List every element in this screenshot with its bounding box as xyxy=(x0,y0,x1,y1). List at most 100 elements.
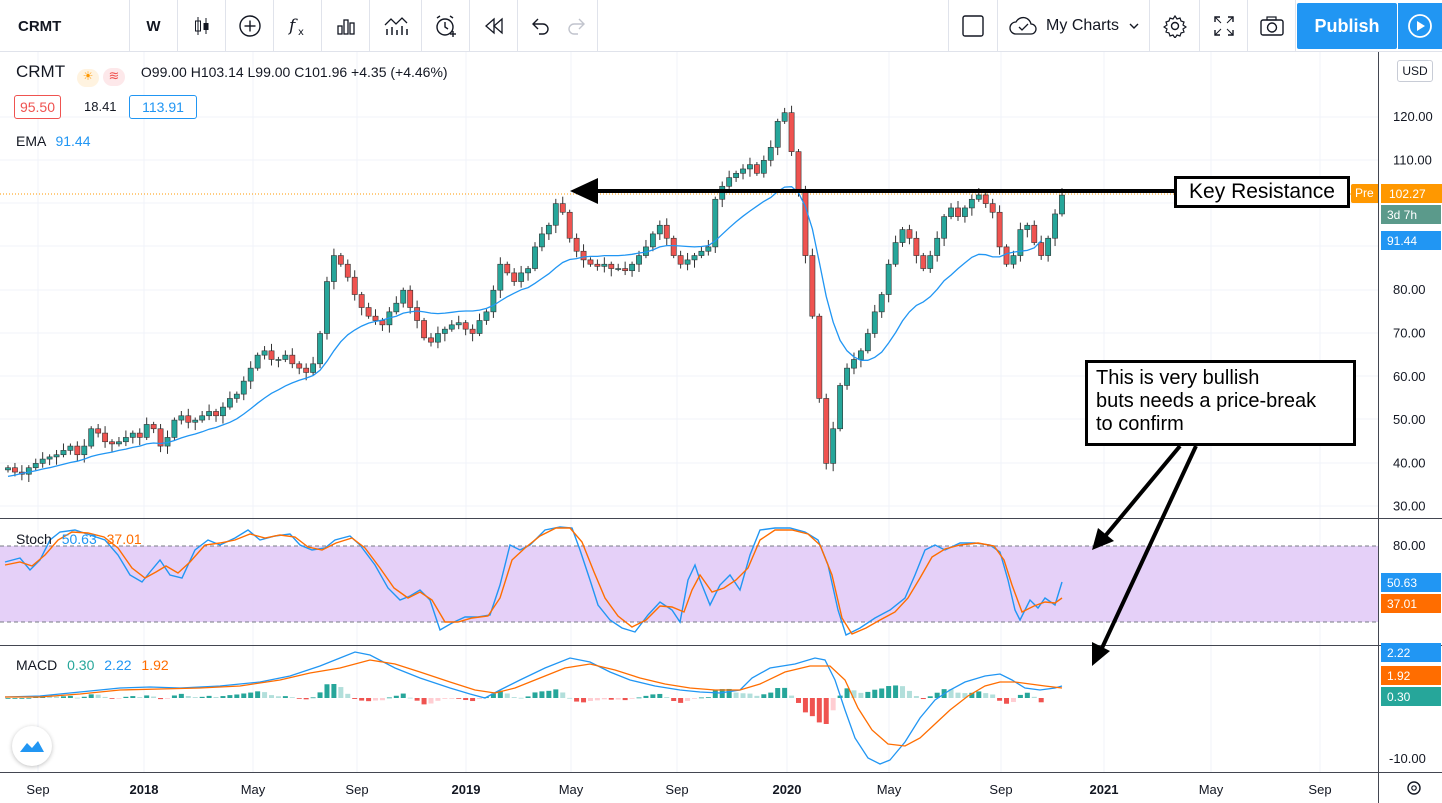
stoch-layer xyxy=(4,526,1063,636)
layout-button[interactable] xyxy=(948,0,998,52)
play-button[interactable] xyxy=(1398,3,1442,49)
financials-button[interactable] xyxy=(322,0,370,52)
candle xyxy=(178,411,185,425)
fullscreen-button[interactable] xyxy=(1200,0,1248,52)
candle xyxy=(899,226,906,247)
compare-add-button[interactable] xyxy=(226,0,274,52)
symbol-search-button[interactable]: CRMT xyxy=(0,0,130,52)
interval-button[interactable]: W xyxy=(130,0,178,52)
macd-hist-bar xyxy=(761,694,767,698)
macd-hist-bar xyxy=(414,698,420,701)
key-resistance-callout[interactable]: Key Resistance xyxy=(1174,176,1350,208)
macd-hist-bar xyxy=(969,692,975,698)
my-charts-label: My Charts xyxy=(1046,17,1119,34)
stoch-k-tag: 50.63 xyxy=(1381,573,1441,592)
macd-hist-bar xyxy=(893,685,899,698)
macd-hist-bar xyxy=(275,696,281,698)
realtime-icon: ≋ xyxy=(103,68,125,86)
candle xyxy=(906,224,913,245)
redo-button[interactable] xyxy=(556,0,598,52)
stoch-d-tag-value: 37.01 xyxy=(1387,596,1418,611)
candle xyxy=(552,198,559,234)
candle xyxy=(747,157,753,177)
publish-button[interactable]: Publish xyxy=(1297,3,1397,49)
settings-corner[interactable] xyxy=(1407,781,1421,795)
alert-button[interactable] xyxy=(422,0,470,52)
candle xyxy=(781,107,788,124)
replay-button[interactable] xyxy=(470,0,518,52)
macd-layer xyxy=(4,651,1063,765)
note-callout[interactable]: This is very bullish buts needs a price-… xyxy=(1085,360,1356,446)
stoch-d-tag: 37.01 xyxy=(1381,594,1441,613)
candle xyxy=(566,209,573,243)
candle xyxy=(740,164,746,180)
settings-button[interactable] xyxy=(1150,0,1200,52)
candle xyxy=(518,265,525,288)
price-axis-label: 30.00 xyxy=(1393,499,1426,514)
macd-hist-bar xyxy=(435,698,441,701)
macd-hist-bar xyxy=(449,698,455,699)
macd-hist-bar xyxy=(345,693,351,698)
price-chart[interactable]: Sep 2018 May Sep 2019 May Sep 2020 May Sep 2021 May… xyxy=(0,52,1442,803)
macd-hist-bar xyxy=(643,695,649,698)
templates-button[interactable] xyxy=(370,0,422,52)
symbol-label: CRMT xyxy=(18,17,62,35)
legend-row: CRMT ☀ ≋ O99.00 H103.14 L99.00 C101.96 +4… xyxy=(16,62,448,87)
macd-hist-bar xyxy=(324,684,330,698)
candle xyxy=(192,417,199,431)
candle xyxy=(608,261,615,277)
macd-hist-bar xyxy=(990,694,996,698)
alarm-clock-icon xyxy=(435,15,456,37)
candle xyxy=(441,326,448,342)
macd-legend[interactable]: MACD 0.30 2.22 1.92 xyxy=(16,657,169,673)
my-charts-button[interactable]: My Charts xyxy=(998,0,1150,52)
undo-icon xyxy=(532,18,549,35)
ema-legend[interactable]: EMA 91.44 xyxy=(16,133,91,149)
time-axis-label: May xyxy=(877,782,902,797)
plus-circle-icon xyxy=(238,15,261,37)
candle xyxy=(365,302,372,319)
macd-hist-bar xyxy=(289,697,295,698)
candles-layer xyxy=(5,105,1065,483)
tradingview-logo[interactable] xyxy=(12,726,52,766)
price-axis-label: 80.00 xyxy=(1393,282,1426,297)
candle xyxy=(615,263,622,272)
macd-hist-bar xyxy=(12,698,18,699)
currency-badge[interactable]: USD xyxy=(1397,60,1433,82)
candle xyxy=(67,443,74,455)
candle xyxy=(1045,235,1052,262)
pre-label: Pre xyxy=(1351,184,1378,203)
macd-hist-bar xyxy=(151,696,157,698)
macd-hist-bar xyxy=(712,689,718,698)
candle xyxy=(539,226,545,252)
time-axis-label: May xyxy=(241,782,266,797)
price-axis-label: 50.00 xyxy=(1393,412,1426,427)
fullscreen-icon xyxy=(1213,16,1234,36)
candle xyxy=(344,259,351,282)
legend-symbol[interactable]: CRMT xyxy=(16,62,66,81)
candle xyxy=(109,439,115,452)
macd-signal-line xyxy=(5,659,1063,747)
macd-hist-bar xyxy=(213,696,219,698)
sell-price-box[interactable]: 95.50 xyxy=(14,95,61,119)
macd-hist-bar xyxy=(886,686,892,698)
stoch-legend[interactable]: Stoch 50.63 37.01 xyxy=(16,531,142,547)
macd-hist-bar xyxy=(657,693,663,698)
macd-hist-bar xyxy=(789,695,795,698)
candle xyxy=(809,248,816,319)
candle xyxy=(636,250,642,273)
chart-style-button[interactable] xyxy=(178,0,226,52)
undo-button[interactable] xyxy=(518,0,562,52)
buy-price-box[interactable]: 113.91 xyxy=(129,95,197,119)
macd-hist-bar xyxy=(775,688,781,698)
macd-hist-bar xyxy=(185,696,191,698)
candle xyxy=(767,140,774,167)
candle xyxy=(858,348,864,368)
stoch-label: Stoch xyxy=(16,531,52,547)
snapshot-button[interactable] xyxy=(1248,0,1296,52)
macd-hist-bar xyxy=(594,698,600,701)
macd-hist-bar xyxy=(913,696,919,698)
macd-hist-bar xyxy=(983,693,989,698)
gear-icon xyxy=(1162,14,1187,38)
